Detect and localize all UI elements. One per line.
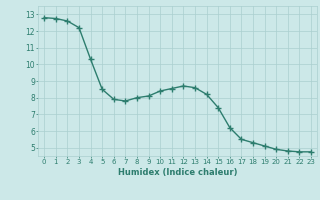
X-axis label: Humidex (Indice chaleur): Humidex (Indice chaleur) [118,168,237,177]
